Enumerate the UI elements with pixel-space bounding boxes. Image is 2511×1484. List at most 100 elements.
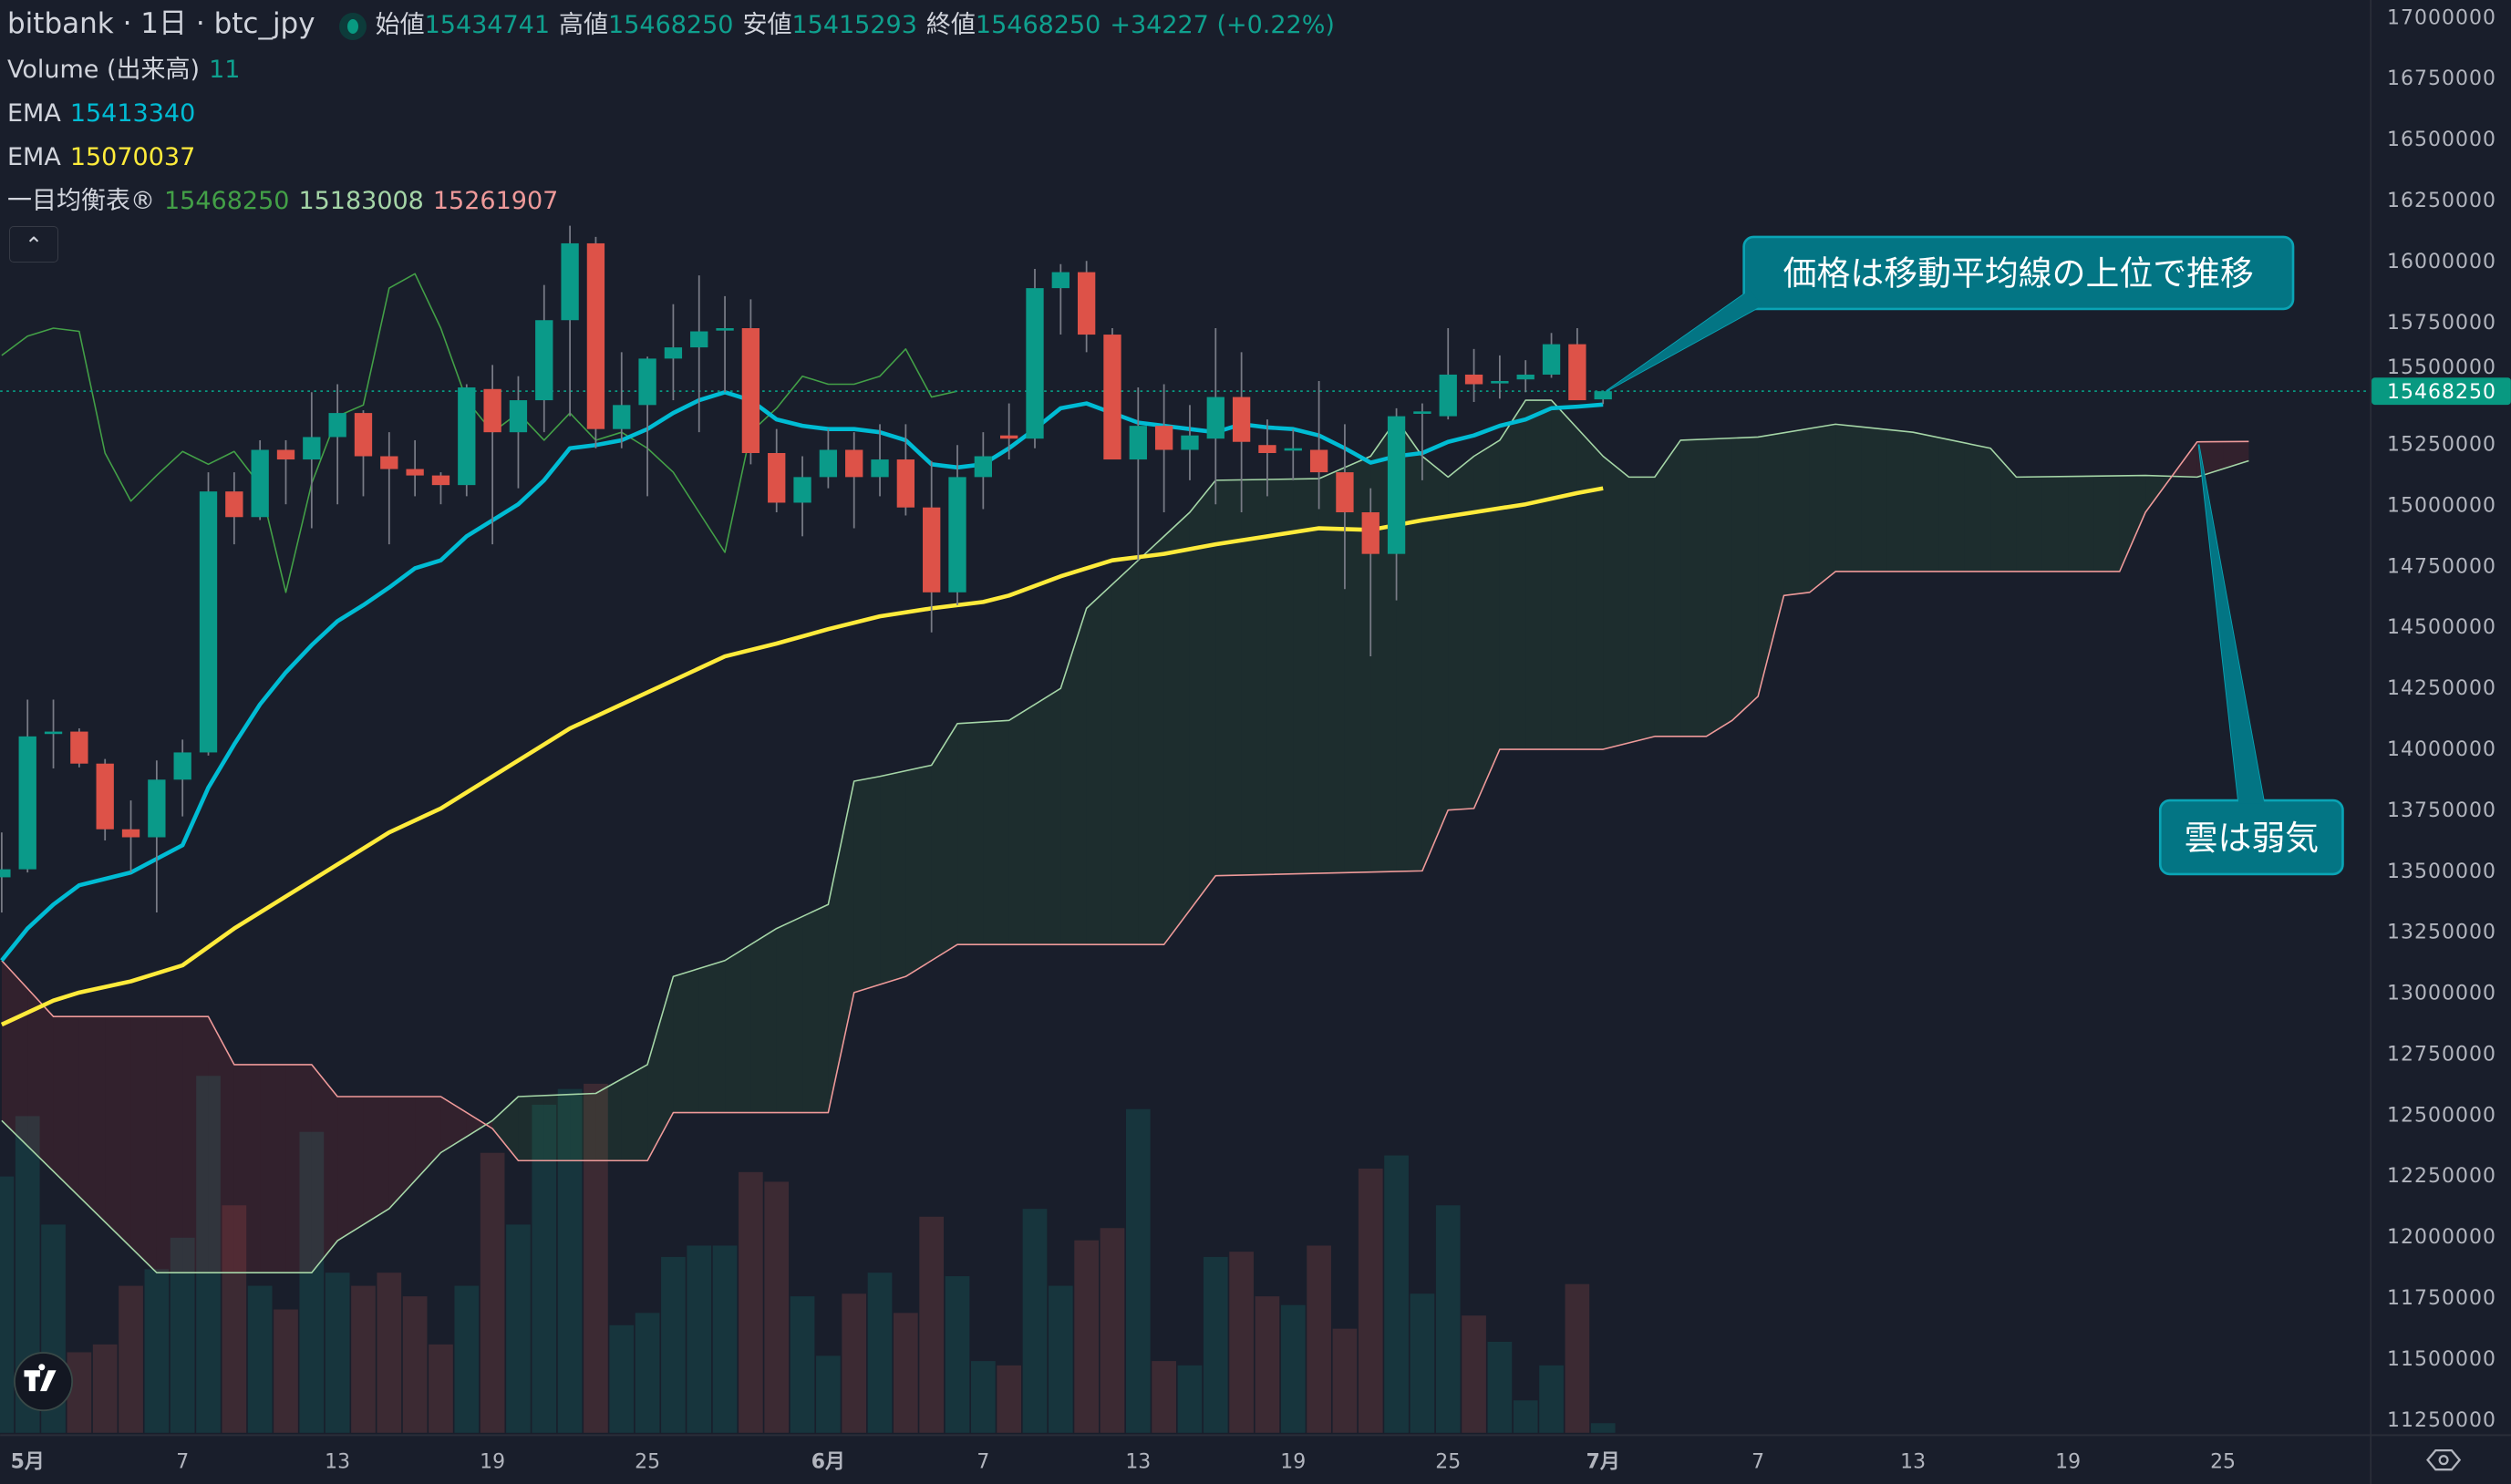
volume-bar (1513, 1400, 1538, 1433)
price-tick-label: 15750000 (2387, 312, 2496, 335)
price-tick-label: 14500000 (2387, 616, 2496, 639)
price-tick-label: 12500000 (2387, 1104, 2496, 1127)
candle-body (1077, 272, 1096, 335)
candle-body (303, 437, 321, 460)
candle-body (354, 413, 373, 457)
candle-body (1129, 426, 1147, 460)
candle-body (1284, 448, 1302, 451)
candle-body (251, 449, 269, 518)
candle-body (1464, 374, 1483, 385)
time-tick-label: 25 (635, 1450, 660, 1473)
cloud-segment (983, 720, 1009, 945)
cloud-segment (853, 776, 881, 993)
volume-bar (532, 1104, 557, 1433)
volume-bar (1384, 1155, 1409, 1433)
cloud-segment (1783, 428, 1810, 596)
candle-body (586, 242, 605, 429)
candle-body (483, 388, 501, 433)
candle-body (225, 491, 243, 518)
candle-body (923, 507, 941, 593)
collapse-legend-button[interactable]: ⌃ (9, 226, 58, 263)
time-tick-label: 13 (1900, 1450, 1926, 1473)
time-tick-label: 7 (1752, 1450, 1764, 1473)
price-tick-label: 11500000 (2387, 1348, 2496, 1371)
volume-bar (1462, 1315, 1486, 1433)
cloud-segment (880, 770, 906, 985)
callout-box (1742, 235, 2295, 311)
candle-body (793, 477, 811, 503)
cloud-segment (1060, 608, 1087, 945)
candle-body (121, 829, 140, 838)
time-tick-label: 19 (1280, 1450, 1306, 1473)
ema-slow-legend[interactable]: EMA 15070037 (7, 143, 196, 171)
candle-body (148, 779, 166, 838)
price-tick-label: 11250000 (2387, 1409, 2496, 1432)
cloud-segment (1886, 429, 1914, 572)
candle-body (1336, 472, 1354, 512)
candle-body (716, 328, 734, 331)
cloud-segment (1473, 439, 1500, 809)
cloud-segment (802, 904, 829, 1113)
volume-bar (1229, 1252, 1254, 1433)
cloud-segment (1086, 584, 1112, 945)
cloud-segment (440, 1097, 467, 1153)
candle-body (1361, 511, 1380, 554)
volume-bar (557, 1088, 583, 1433)
cloud-segment (311, 1064, 338, 1273)
volume-bar (1177, 1365, 1203, 1433)
cloud-segment (337, 1097, 364, 1242)
volume-bar (247, 1285, 273, 1433)
volume-bar (170, 1237, 195, 1433)
ema-fast-legend[interactable]: EMA 15413340 (7, 99, 196, 128)
cloud-segment (466, 1112, 493, 1137)
candle-body (741, 328, 760, 454)
time-tick-label: 19 (2055, 1450, 2081, 1473)
symbol-title[interactable]: bitbank · 1日 · btc_jpy (7, 7, 315, 40)
cloud-segment (1576, 428, 1604, 750)
candle-body (638, 358, 656, 406)
candle-body (0, 869, 11, 878)
volume-bar (377, 1273, 402, 1433)
price-tick-label: 14250000 (2387, 677, 2496, 700)
ichimoku-legend[interactable]: 一目均衡表® 15468250 15183008 15261907 (7, 187, 559, 215)
volume-bar (1539, 1365, 1564, 1433)
volume-bar (429, 1344, 453, 1433)
callout-text: 価格は移動平均線の上位で推移 (1783, 254, 2254, 294)
candle-body (1309, 449, 1328, 473)
candle-body (1413, 411, 1431, 414)
time-tick-label: 25 (1435, 1450, 1461, 1473)
tradingview-logo[interactable] (14, 1352, 74, 1412)
price-axis[interactable] (2370, 0, 2511, 1484)
candle-body (509, 400, 528, 433)
volume-bar (661, 1256, 686, 1433)
callout-cloud-bearish[interactable]: 雲は弱気 (2158, 444, 2344, 876)
price-tick-label: 13750000 (2387, 799, 2496, 822)
volume-bar (816, 1355, 841, 1433)
volume-bar (1152, 1361, 1176, 1433)
cloud-segment (1448, 456, 1474, 810)
price-tick-label: 15000000 (2387, 494, 2496, 517)
volume-bar (1332, 1328, 1358, 1433)
callout-price-above-ma[interactable]: 価格は移動平均線の上位で推移 (1606, 235, 2295, 392)
callout-text: 雲は弱気 (2185, 819, 2320, 858)
price-tick-label: 13000000 (2387, 983, 2496, 1005)
volume-bar (1280, 1304, 1306, 1433)
cloud-segment (27, 988, 54, 1171)
volume-legend[interactable]: Volume (出来高) 11 (7, 56, 241, 84)
price-tick-label: 15500000 (2387, 356, 2496, 379)
cloud-segment (1421, 456, 1449, 871)
candle-body (406, 469, 424, 476)
cloud-segment (130, 1016, 157, 1273)
candle-body (96, 763, 114, 830)
cloud-segment (570, 1093, 596, 1161)
cloud-segment (1706, 438, 1732, 737)
volume-bar (609, 1324, 635, 1433)
price-tick-label: 14000000 (2387, 738, 2496, 761)
settings-eye-icon[interactable] (2426, 1448, 2462, 1471)
cloud-segment (2171, 441, 2197, 478)
volume-bar (119, 1285, 143, 1433)
price-axis-labels: 17000000 16750000 16500000 16250000 16000000… (2372, 6, 2511, 1432)
candle-body (1232, 397, 1251, 442)
volume-bar (299, 1131, 325, 1433)
